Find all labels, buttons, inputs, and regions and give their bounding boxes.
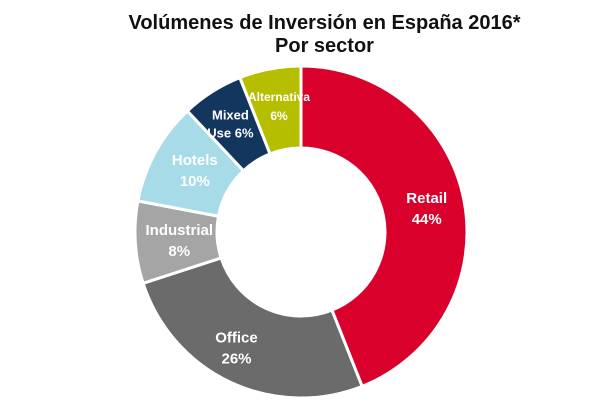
slice-retail (299, 64, 469, 389)
chart-subtitle: Por sector (275, 35, 374, 57)
slice-office (141, 256, 365, 400)
chart-title: Volúmenes de Inversión en España 2016* (128, 12, 521, 34)
slice-label-hotels: Hotels 10% (172, 152, 218, 190)
slice-alternativa (237, 64, 303, 156)
slice-label-retail: Retail 44% (406, 190, 447, 228)
slice-label-alternativa: Alternativa 6% (248, 90, 310, 123)
slice-label-office: Office 26% (215, 330, 258, 368)
chart-title-block: Volúmenes de Inversión en España 2016* P… (0, 12, 593, 58)
slice-label-mixed-use: Mixed Use 6% (207, 107, 254, 140)
slice-label-industrial: Industrial 8% (145, 222, 213, 260)
